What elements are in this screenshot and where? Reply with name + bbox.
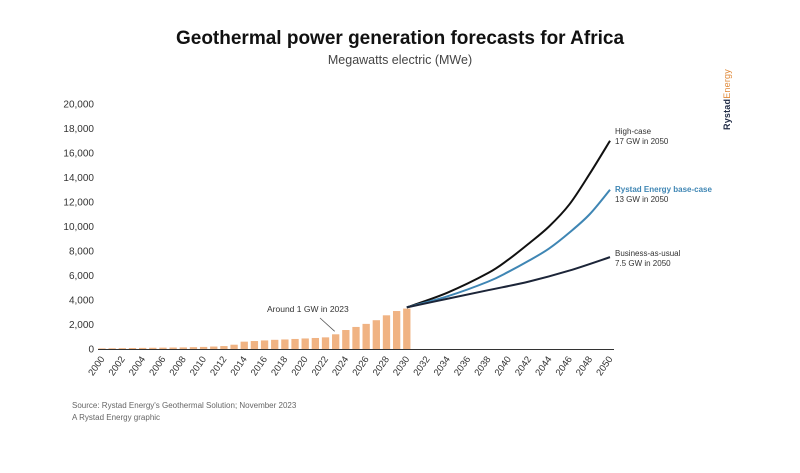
bar: [291, 338, 299, 349]
bar: [321, 337, 330, 349]
y-tick-label: 16,000: [63, 149, 94, 160]
bar: [179, 347, 187, 349]
chart-title: Geothermal power generation forecasts fo…: [175, 28, 625, 49]
bar: [250, 341, 259, 349]
bar: [118, 348, 126, 349]
source-note: Source: Rystad Energy's Geothermal Solut…: [72, 400, 296, 424]
x-tick-label: 2022: [310, 354, 331, 378]
y-tick-label: 18,000: [63, 124, 94, 135]
annotation-leader: [319, 317, 335, 332]
series-name-label: Business-as-usual: [615, 249, 681, 258]
y-tick-label: 4,000: [69, 296, 94, 307]
series-note-label: 7.5 GW in 2050: [615, 259, 671, 268]
x-tick-label: 2010: [188, 354, 209, 378]
bar: [138, 347, 147, 349]
bar: [240, 341, 248, 349]
series-line: [406, 140, 611, 309]
x-tick-label: 2018: [269, 354, 290, 378]
x-tick-label: 2044: [533, 354, 554, 378]
x-tick-label: 2048: [574, 354, 595, 378]
x-tick-label: 2040: [493, 354, 514, 378]
bar: [128, 348, 137, 349]
bar: [352, 326, 360, 349]
bar: [281, 339, 289, 349]
series-note-label: 17 GW in 2050: [615, 137, 669, 146]
bar: [220, 346, 228, 349]
bar: [332, 334, 340, 349]
x-tick-label: 2002: [107, 354, 128, 378]
x-tick-label: 2030: [391, 354, 412, 378]
x-tick-label: 2024: [330, 354, 351, 378]
y-tick-label: 8,000: [69, 247, 94, 258]
bar: [271, 339, 279, 349]
x-tick-label: 2012: [208, 354, 229, 378]
bar: [372, 320, 380, 349]
x-tick-label: 2004: [127, 354, 148, 378]
bar: [159, 347, 167, 349]
bar: [260, 340, 269, 349]
chart-subtitle: Megawatts electric (MWe): [327, 53, 473, 67]
bar: [210, 346, 218, 349]
series-name-label: Rystad Energy base-case: [615, 185, 712, 194]
annotation-label: Around 1 GW in 2023: [267, 304, 349, 314]
bar: [311, 337, 320, 349]
x-tick-label: 2036: [452, 354, 473, 378]
y-tick-label: 6,000: [69, 271, 94, 282]
series-line: [406, 189, 611, 309]
y-tick-label: 10,000: [63, 222, 94, 233]
y-tick-label: 14,000: [63, 173, 94, 184]
bar: [403, 308, 411, 349]
bar: [230, 344, 238, 349]
y-tick-label: 2,000: [69, 320, 94, 331]
x-tick-label: 2016: [249, 354, 270, 378]
bar: [199, 346, 208, 349]
x-tick-label: 2034: [432, 354, 453, 378]
bar: [392, 311, 401, 349]
y-tick-label: 12,000: [63, 198, 94, 209]
series-note-label: 13 GW in 2050: [615, 195, 669, 204]
x-tick-label: 2028: [371, 354, 392, 378]
bar: [382, 315, 391, 349]
y-tick-label: 0: [88, 345, 94, 356]
bar: [362, 323, 370, 349]
x-tick-label: 2042: [513, 354, 534, 378]
bar: [149, 347, 157, 349]
x-tick-label: 2026: [350, 354, 371, 378]
bar: [98, 348, 106, 349]
source-line-2: A Rystad Energy graphic: [72, 413, 161, 422]
series-name-label: High-case: [615, 127, 652, 136]
x-tick-label: 2032: [411, 354, 432, 378]
x-tick-label: 2008: [168, 354, 189, 378]
bar: [342, 330, 350, 349]
y-tick-label: 20,000: [63, 100, 94, 111]
source-line-1: Source: Rystad Energy's Geothermal Solut…: [72, 401, 297, 410]
x-tick-label: 2046: [554, 354, 575, 378]
bar: [189, 347, 198, 349]
x-tick-label: 2020: [290, 354, 311, 378]
bar: [169, 347, 177, 349]
bar: [301, 338, 309, 349]
x-tick-label: 2006: [147, 354, 168, 378]
x-tick-label: 2000: [86, 354, 107, 378]
x-tick-label: 2038: [472, 354, 493, 378]
bar: [108, 348, 116, 349]
series-line: [406, 256, 611, 309]
x-tick-label: 2014: [229, 354, 250, 378]
x-tick-label: 2050: [594, 354, 615, 378]
